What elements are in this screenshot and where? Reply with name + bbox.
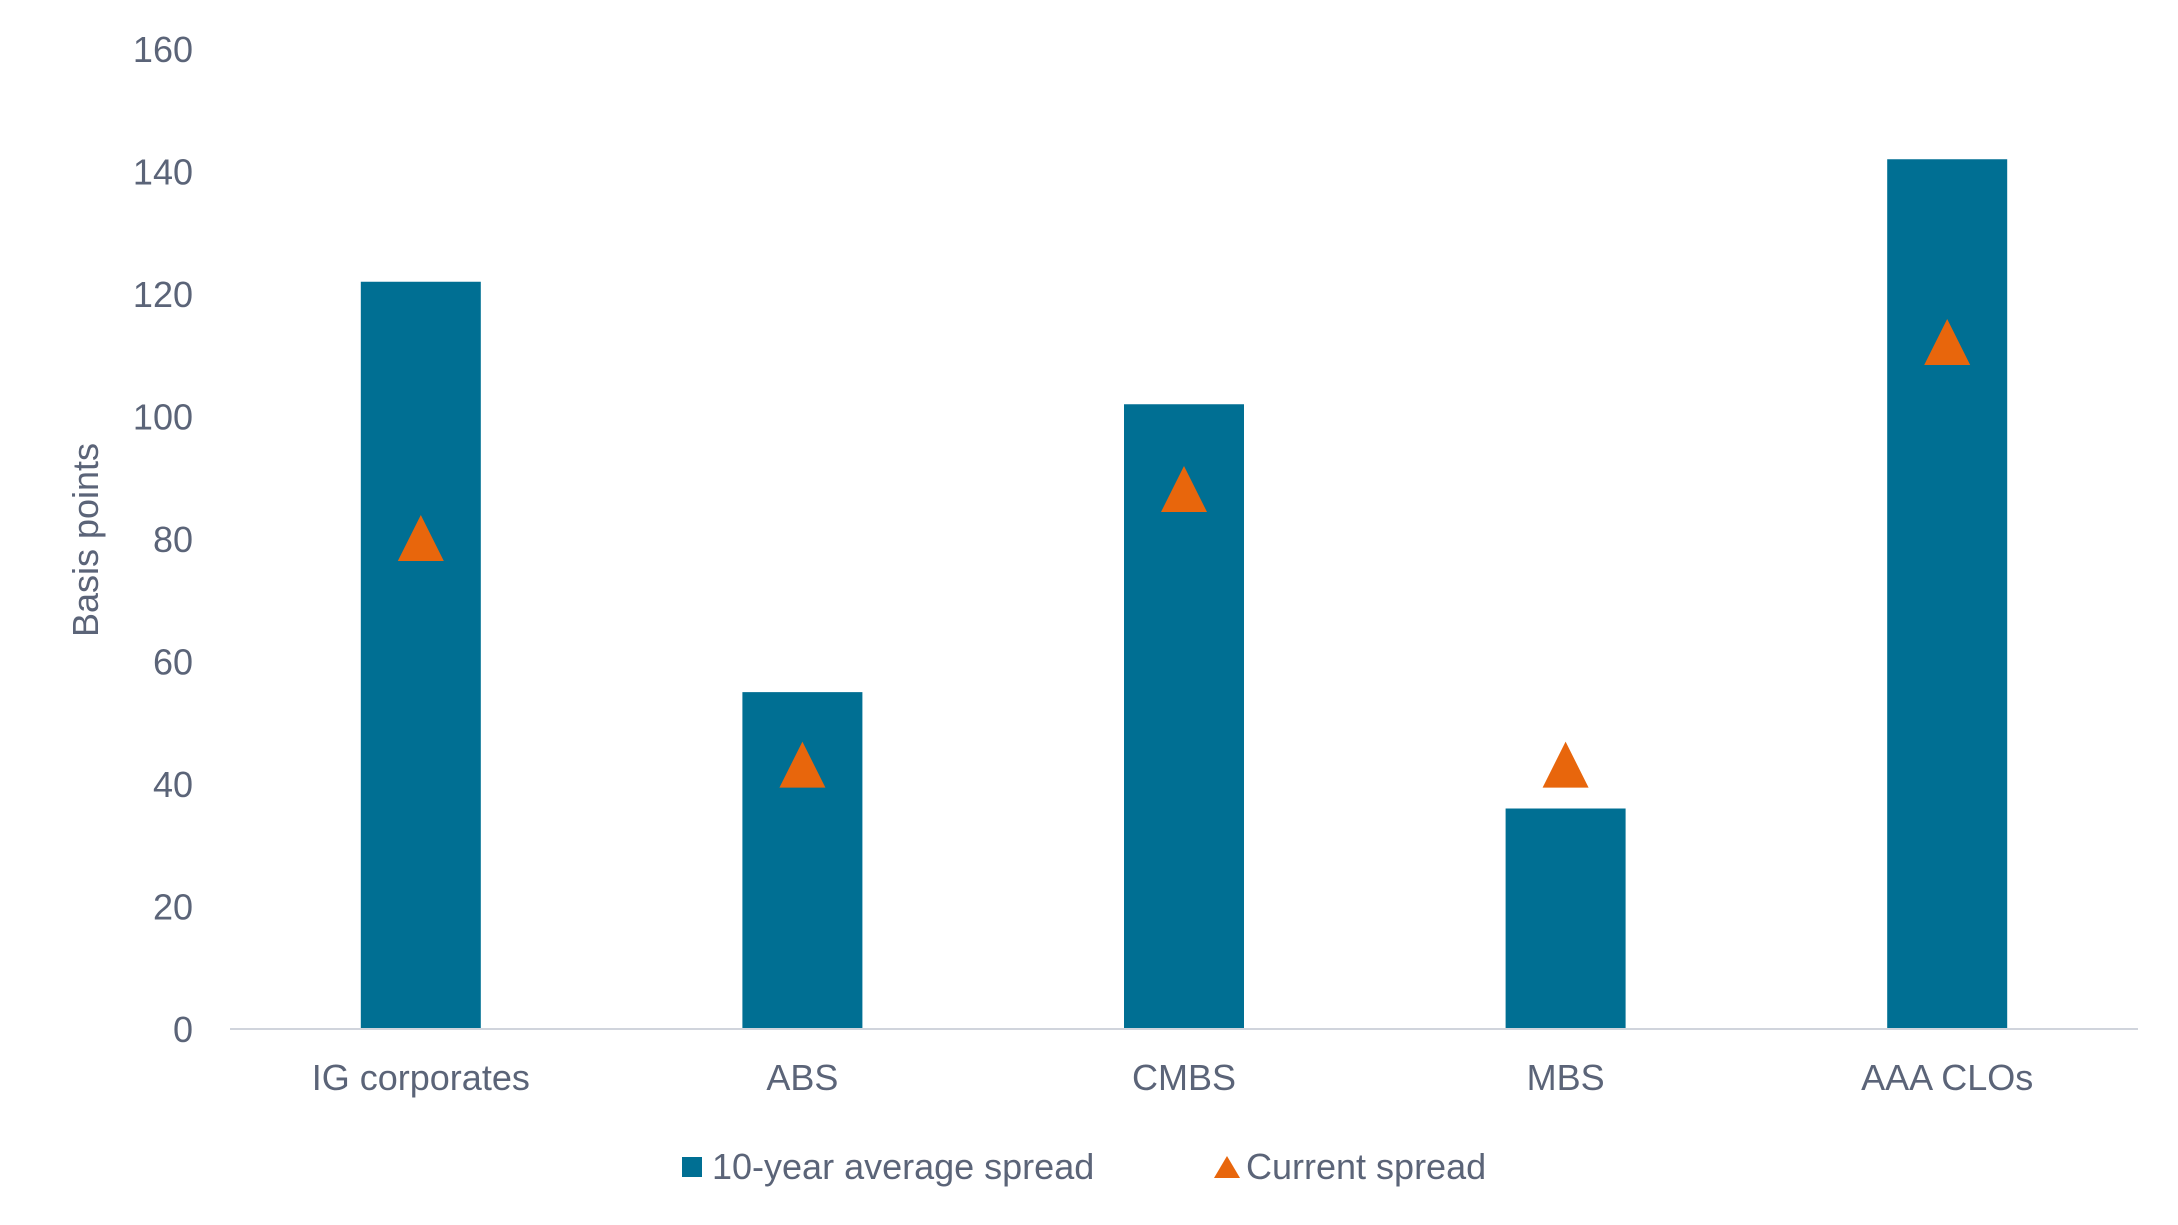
marker-cmbs — [1161, 466, 1207, 512]
y-tick-label: 120 — [133, 274, 193, 315]
y-axis-label: Basis points — [65, 443, 106, 637]
legend-label-average: 10-year average spread — [712, 1146, 1094, 1187]
y-tick-label: 160 — [133, 29, 193, 70]
bar-mbs — [1505, 808, 1626, 1029]
legend-swatch-average — [682, 1157, 702, 1177]
marker-ig-corporates — [397, 515, 444, 561]
y-tick-label: 80 — [153, 519, 193, 560]
y-tick-label: 60 — [153, 642, 193, 683]
x-tick-label: AAA CLOs — [1861, 1057, 2033, 1098]
legend-label-current: Current spread — [1246, 1146, 1486, 1187]
marker-aaa-clos — [1924, 319, 1971, 365]
legend: 10-year average spread Current spread — [682, 1146, 1486, 1187]
x-tick-label: IG corporates — [312, 1057, 530, 1098]
y-tick-label: 140 — [133, 152, 193, 193]
bar-aaa-clos — [1887, 159, 2008, 1029]
legend-swatch-current — [1214, 1156, 1240, 1178]
x-tick-label: ABS — [766, 1057, 838, 1098]
y-tick-label: 0 — [173, 1009, 193, 1050]
x-tick-label: CMBS — [1132, 1057, 1236, 1098]
marker-mbs — [1542, 741, 1589, 788]
marker-abs — [779, 741, 826, 788]
bar-ig-corporates — [360, 281, 481, 1029]
y-tick-label: 20 — [153, 887, 193, 928]
y-tick-label: 100 — [133, 397, 193, 438]
x-tick-label: MBS — [1527, 1057, 1605, 1098]
y-tick-label: 40 — [153, 764, 193, 805]
